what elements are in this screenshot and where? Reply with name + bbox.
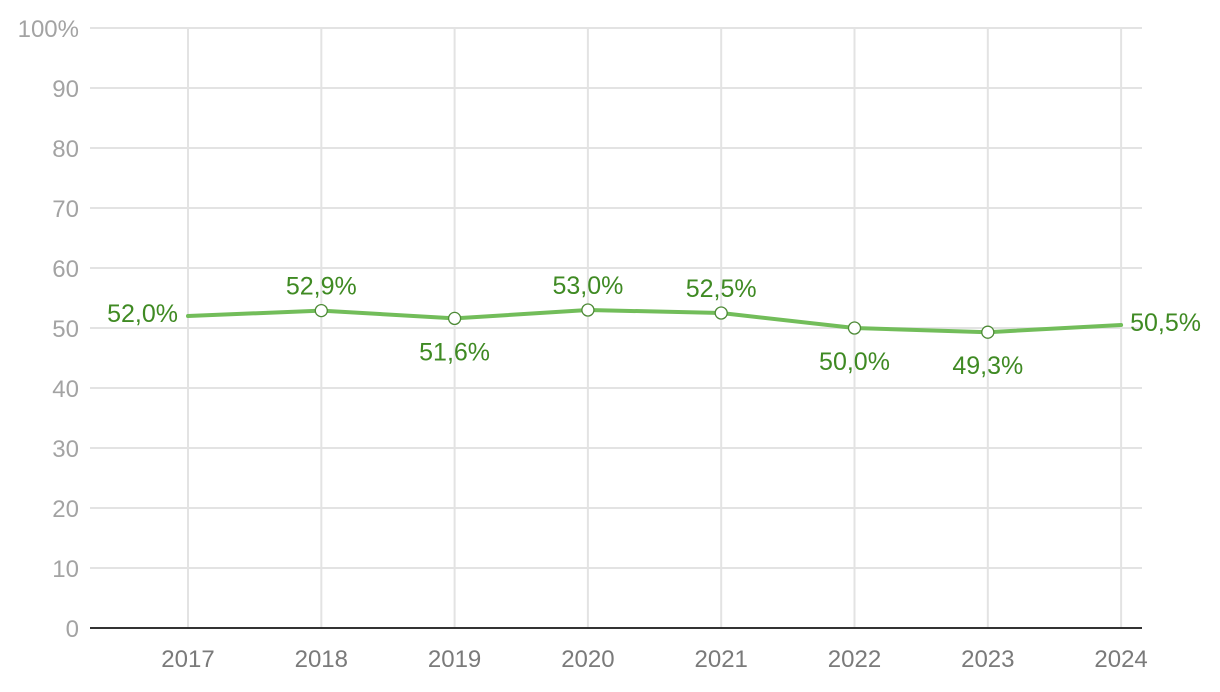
data-point	[714, 306, 728, 320]
y-axis-tick-labels: 0 10 20 30 40 50 60 70 80 90 100%	[18, 16, 79, 643]
data-label: 50,5%	[1130, 309, 1201, 337]
data-point	[314, 303, 328, 318]
data-label: 50,0%	[819, 348, 890, 376]
y-tick-label: 10	[52, 556, 79, 583]
x-tick-label: 2018	[295, 646, 348, 673]
x-tick-label: 2024	[1094, 646, 1147, 673]
x-tick-label: 2022	[828, 646, 881, 673]
data-label: 52,9%	[286, 273, 357, 301]
series-line	[186, 308, 1124, 335]
y-tick-label: 70	[52, 196, 79, 223]
y-tick-label: 50	[52, 316, 79, 343]
data-point	[847, 321, 862, 335]
x-tick-label: 2017	[161, 646, 214, 673]
y-tick-label: 40	[52, 376, 79, 403]
y-tick-label: 100%	[18, 16, 79, 43]
horizontal-gridlines	[90, 27, 1142, 569]
y-tick-label: 30	[52, 436, 79, 463]
x-tick-label: 2019	[428, 646, 481, 673]
y-tick-label: 80	[52, 136, 79, 163]
data-label: 49,3%	[952, 352, 1023, 380]
data-point	[981, 325, 995, 339]
data-markers	[314, 303, 995, 339]
data-point	[447, 311, 462, 326]
x-tick-label: 2021	[695, 646, 748, 673]
y-tick-label: 20	[52, 496, 79, 523]
data-labels: 52,0% 52,9% 51,6% 53,0% 52,5% 50,0% 49,3% 50,5%	[107, 272, 1201, 380]
data-label: 53,0%	[552, 272, 623, 300]
y-tick-label: 60	[52, 256, 79, 283]
data-label: 51,6%	[419, 338, 490, 366]
data-label: 52,0%	[107, 300, 178, 328]
y-tick-label: 90	[52, 76, 79, 103]
x-tick-label: 2020	[561, 646, 614, 673]
x-tick-label: 2023	[961, 646, 1014, 673]
data-label: 52,5%	[686, 275, 757, 303]
data-point	[581, 303, 595, 317]
x-axis-tick-labels: 2017 2018 2019 2020 2021 2022 2023 2024	[161, 646, 1147, 673]
y-tick-label: 0	[66, 616, 79, 643]
